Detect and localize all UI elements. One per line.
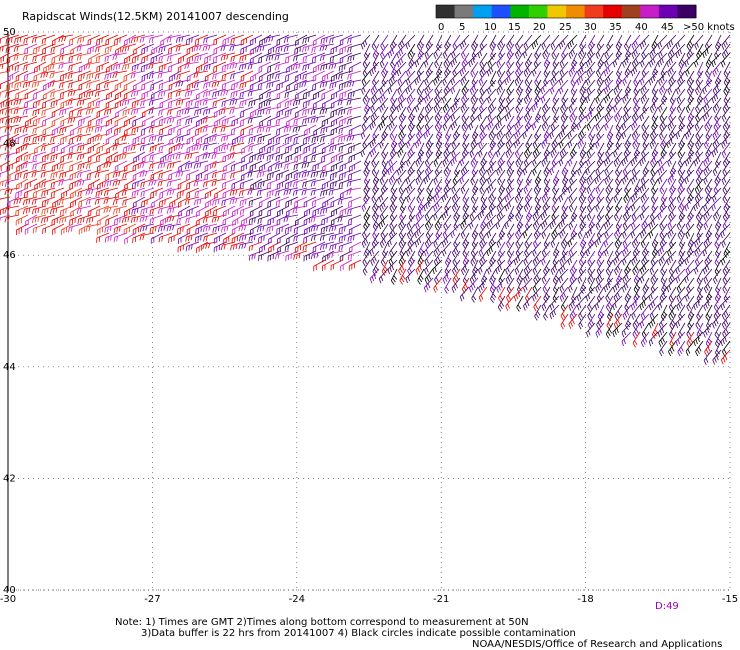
axis-tick-labels: -30 -27 -24 -21 -18 -15 50 48 46 44 42 40 (0, 27, 738, 605)
colorbar-label: 40 (635, 22, 648, 33)
colorbar-swatch (436, 5, 456, 18)
colorbar-label: 20 (533, 22, 546, 33)
colorbar-swatch (621, 5, 641, 18)
latitude-label: 44 (3, 362, 16, 373)
colorbar-swatch (510, 5, 530, 18)
colorbar-label: 45 (661, 22, 674, 33)
wind-barb-group (559, 34, 677, 357)
note-line-2: 3)Data buffer is 22 hrs from 20141007 4)… (141, 628, 576, 639)
colorbar-label: 10 (484, 22, 497, 33)
latitude-label: 46 (3, 250, 16, 261)
colorbar-swatch (454, 5, 474, 18)
longitude-label: -15 (722, 594, 738, 605)
colorbar-label: 5 (459, 22, 465, 33)
longitude-label: -27 (144, 594, 160, 605)
map-title: Rapidscat Winds(12.5KM) 20141007 descend… (22, 10, 289, 23)
colorbar-label: 0 (438, 22, 444, 33)
colorbar-label: 25 (559, 22, 572, 33)
colorbar-swatch (473, 5, 493, 18)
wind-barb-group (150, 34, 317, 262)
colorbar-swatch (584, 5, 604, 18)
colorbar-frame (435, 4, 697, 19)
longitude-label: -24 (289, 594, 305, 605)
latitude-label: 48 (3, 139, 16, 150)
wind-barb-group (441, 34, 569, 321)
colorbar-label: >50 knots (683, 22, 735, 33)
credit-line: NOAA/NESDIS/Office of Research and Appli… (472, 639, 722, 650)
pass-time-label: D:49 (655, 601, 679, 612)
wind-speed-colorbar: 0 5 10 15 20 25 30 35 40 45 >50 knots (435, 4, 735, 33)
latitude-label: 42 (3, 473, 16, 484)
latitude-label: 40 (3, 585, 16, 596)
lat-lon-grid (7, 31, 731, 591)
colorbar-swatch (658, 5, 678, 18)
colorbar-label: 35 (609, 22, 622, 33)
colorbar-swatch (547, 5, 567, 18)
wind-barb-group (668, 34, 731, 366)
colorbar-swatch (603, 5, 623, 18)
wind-barbs-layer (0, 34, 731, 366)
colorbar-swatch (677, 5, 697, 18)
wind-barb-group (301, 34, 452, 293)
colorbar-swatch (528, 5, 548, 18)
longitude-label: -30 (0, 594, 16, 605)
colorbar-swatch (640, 5, 660, 18)
longitude-label: -21 (433, 594, 449, 605)
colorbar-swatch (566, 5, 586, 18)
colorbar-label: 30 (584, 22, 597, 33)
colorbar-label: 15 (508, 22, 521, 33)
longitude-label: -18 (577, 594, 593, 605)
wind-barb-group (0, 34, 164, 245)
colorbar-swatch (491, 5, 511, 18)
note-line-1: Note: 1) Times are GMT 2)Times along bot… (115, 617, 529, 628)
latitude-label: 50 (3, 27, 16, 38)
